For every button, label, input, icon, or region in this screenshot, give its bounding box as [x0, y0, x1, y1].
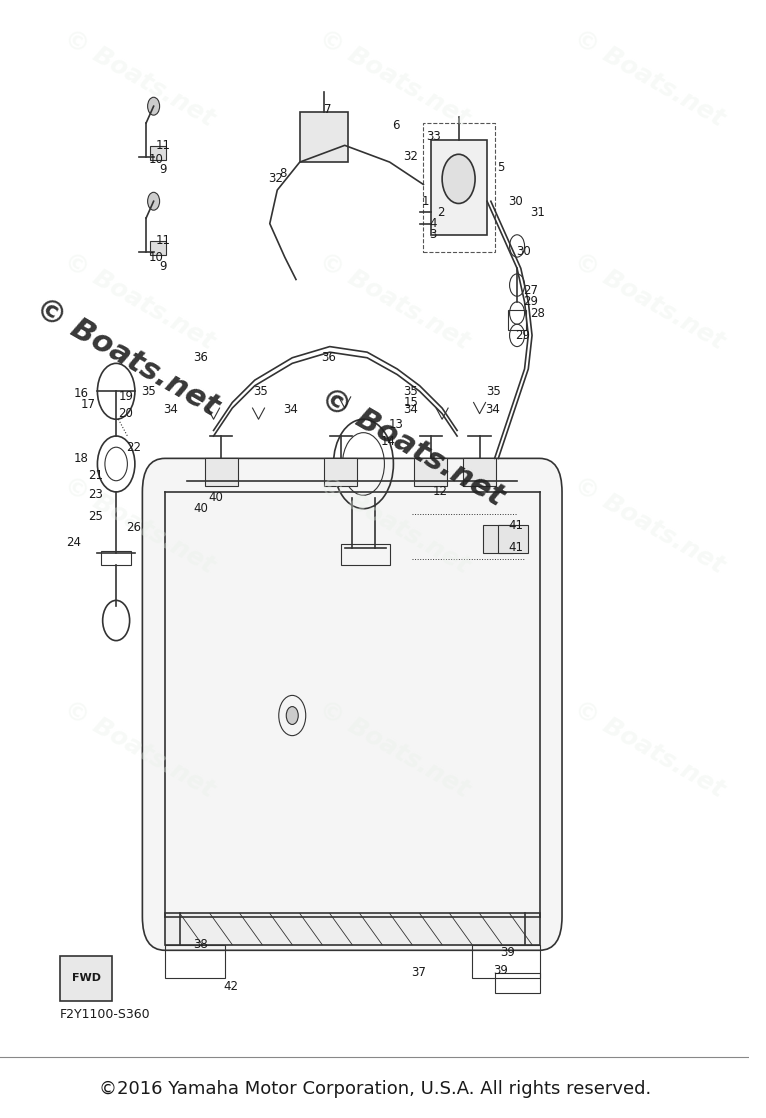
Circle shape — [442, 154, 475, 203]
Bar — [431, 140, 487, 235]
Text: © Boats.net: © Boats.net — [30, 293, 224, 423]
Text: 36: 36 — [321, 351, 336, 364]
Bar — [325, 458, 358, 486]
Text: 35: 35 — [141, 385, 155, 398]
Text: F2Y1100-S360: F2Y1100-S360 — [60, 1007, 151, 1021]
Bar — [495, 973, 539, 993]
Bar — [508, 310, 526, 330]
Text: 21: 21 — [88, 468, 103, 482]
Text: 41: 41 — [508, 519, 523, 532]
Bar — [150, 146, 166, 160]
Text: 18: 18 — [74, 452, 88, 465]
Text: 7: 7 — [325, 103, 332, 116]
Text: 12: 12 — [433, 485, 448, 499]
FancyBboxPatch shape — [142, 458, 562, 950]
Bar — [341, 544, 390, 565]
Text: 29: 29 — [523, 295, 538, 309]
Text: 10: 10 — [149, 250, 163, 264]
Text: 31: 31 — [531, 206, 545, 219]
Text: 42: 42 — [224, 979, 238, 993]
Text: 40: 40 — [193, 502, 208, 515]
Text: © Boats.net: © Boats.net — [315, 697, 474, 802]
Text: 16: 16 — [74, 387, 88, 400]
Text: ©2016 Yamaha Motor Corporation, U.S.A. All rights reserved.: ©2016 Yamaha Motor Corporation, U.S.A. A… — [99, 1080, 651, 1098]
Text: 19: 19 — [119, 390, 133, 404]
Text: 36: 36 — [193, 351, 208, 364]
Text: 41: 41 — [508, 541, 523, 555]
Text: 38: 38 — [194, 938, 208, 951]
Bar — [165, 913, 539, 945]
Text: 9: 9 — [159, 259, 167, 273]
Text: © Boats.net: © Boats.net — [60, 697, 219, 802]
Bar — [463, 458, 496, 486]
Text: 8: 8 — [280, 167, 287, 180]
Text: © Boats.net: © Boats.net — [60, 473, 219, 578]
Text: 23: 23 — [89, 487, 103, 501]
Bar — [205, 458, 237, 486]
Bar — [165, 945, 224, 978]
Text: 39: 39 — [501, 946, 516, 959]
Text: 17: 17 — [81, 398, 96, 411]
Text: © Boats.net: © Boats.net — [569, 26, 728, 131]
Text: 35: 35 — [403, 385, 418, 398]
Text: 15: 15 — [403, 396, 418, 409]
Circle shape — [286, 707, 298, 724]
Text: © Boats.net: © Boats.net — [60, 249, 219, 354]
Circle shape — [148, 192, 159, 210]
Text: 30: 30 — [508, 195, 523, 208]
Text: 20: 20 — [119, 407, 133, 420]
Text: 10: 10 — [149, 153, 163, 167]
Text: © Boats.net: © Boats.net — [315, 382, 509, 512]
Text: 34: 34 — [486, 402, 500, 416]
Text: 11: 11 — [155, 234, 171, 247]
Text: 13: 13 — [388, 418, 403, 432]
Text: 11: 11 — [155, 139, 171, 152]
Text: © Boats.net: © Boats.net — [569, 697, 728, 802]
Bar — [414, 458, 447, 486]
Text: 26: 26 — [126, 521, 141, 534]
Text: 34: 34 — [403, 402, 418, 416]
Text: 25: 25 — [89, 510, 103, 523]
Text: 30: 30 — [516, 245, 530, 258]
Text: © Boats.net: © Boats.net — [315, 473, 474, 578]
Bar — [483, 525, 513, 553]
Bar — [101, 551, 131, 565]
Text: 27: 27 — [523, 284, 538, 297]
Text: FWD: FWD — [72, 974, 100, 983]
Bar — [472, 945, 539, 978]
Text: 32: 32 — [403, 150, 418, 163]
Circle shape — [148, 97, 159, 115]
Bar — [424, 123, 495, 252]
Text: 35: 35 — [254, 385, 268, 398]
Text: 14: 14 — [381, 435, 396, 448]
Bar — [300, 112, 349, 162]
Text: 6: 6 — [392, 119, 399, 132]
Text: 40: 40 — [208, 491, 223, 504]
Text: 33: 33 — [426, 130, 440, 143]
Text: 34: 34 — [283, 402, 298, 416]
Text: © Boats.net: © Boats.net — [315, 26, 474, 131]
Text: © Boats.net: © Boats.net — [315, 249, 474, 354]
Text: 4: 4 — [430, 217, 437, 230]
Bar — [60, 956, 113, 1001]
Text: 2: 2 — [437, 206, 444, 219]
Text: 37: 37 — [411, 966, 426, 979]
Text: 29: 29 — [516, 329, 531, 342]
Text: 22: 22 — [126, 440, 141, 454]
Text: 9: 9 — [159, 163, 167, 177]
Text: © Boats.net: © Boats.net — [569, 249, 728, 354]
Bar — [499, 525, 529, 553]
Text: 28: 28 — [531, 306, 545, 320]
Text: 32: 32 — [268, 172, 283, 186]
Text: 3: 3 — [430, 228, 437, 241]
Text: © Boats.net: © Boats.net — [569, 473, 728, 578]
Text: 1: 1 — [422, 195, 430, 208]
Text: 24: 24 — [66, 536, 81, 549]
Bar — [150, 241, 166, 255]
Text: 35: 35 — [486, 385, 500, 398]
Text: 34: 34 — [163, 402, 178, 416]
Text: 39: 39 — [493, 964, 508, 977]
Text: 5: 5 — [497, 161, 504, 174]
Text: © Boats.net: © Boats.net — [60, 26, 219, 131]
